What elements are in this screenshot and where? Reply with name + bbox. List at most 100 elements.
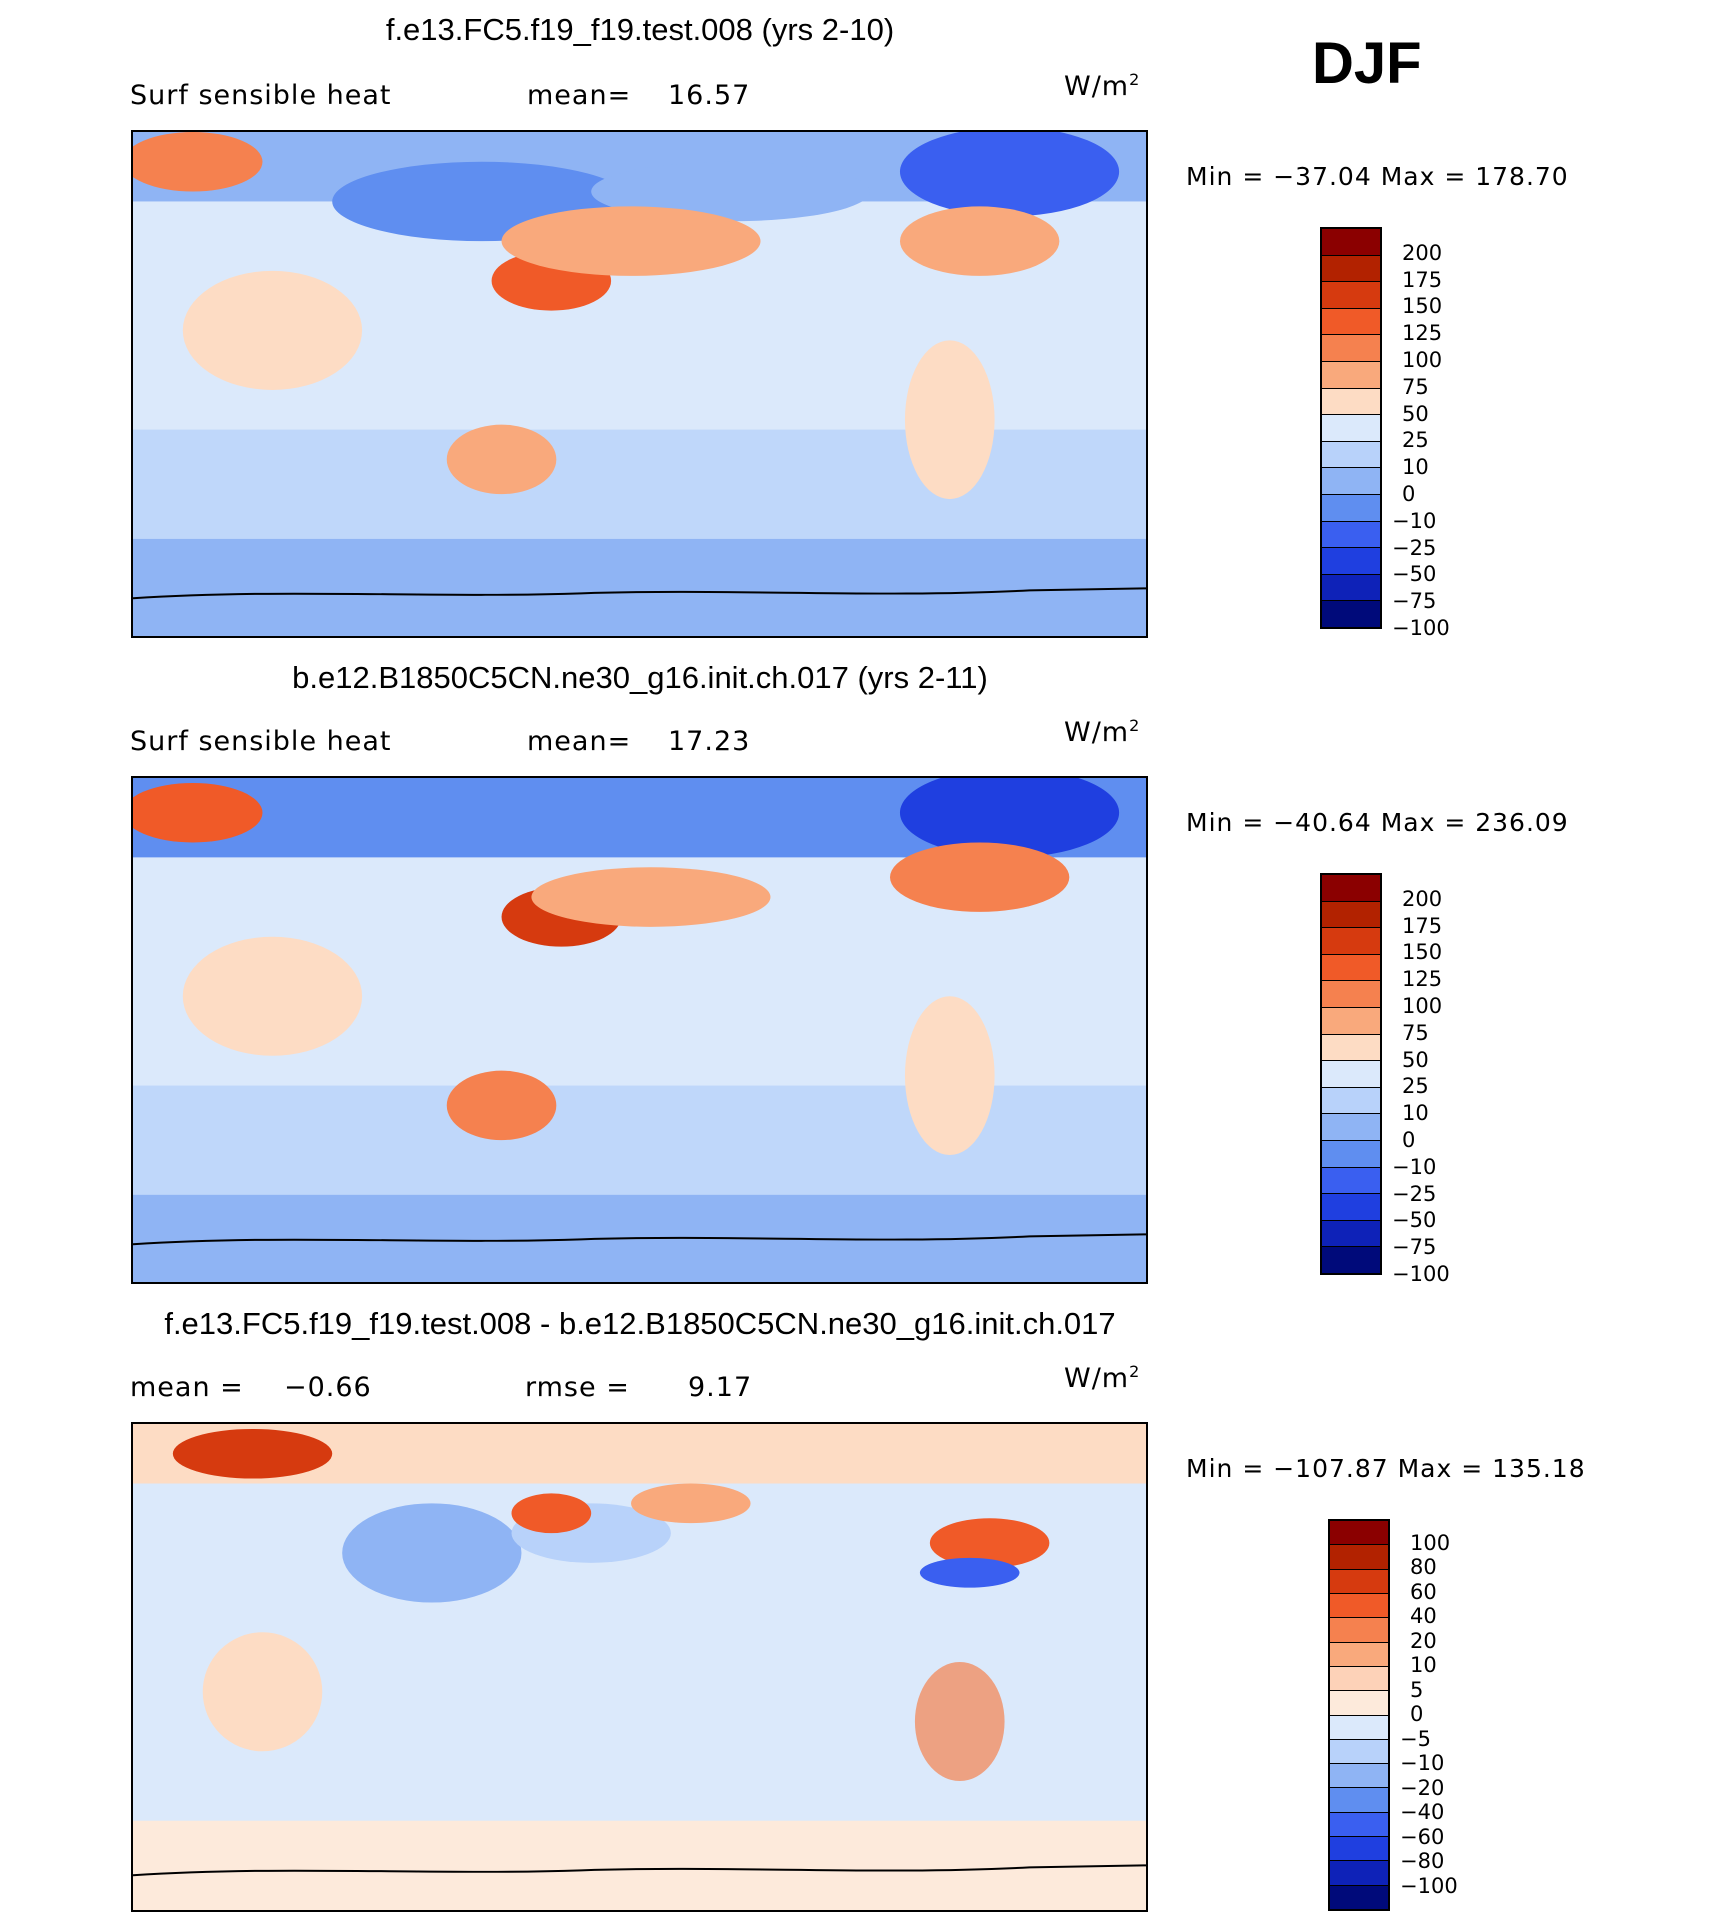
panel2-title: b.e12.B1850C5CN.ne30_g16.init.ch.017 (yr…	[292, 660, 988, 695]
colorbar-tick-label: 175	[1402, 913, 1443, 938]
asia-cold-area	[342, 1503, 522, 1603]
season-label: DJF	[1312, 31, 1422, 96]
south-america-warm-area	[914, 1662, 1005, 1782]
panel1-colorbar	[1320, 227, 1382, 629]
panel1-colorbar-labels: 200 175 150 125 100 75 50 25 10 0 −10 −25 −50 −75 −100	[1392, 227, 1492, 638]
colorbar-swatch	[1322, 388, 1380, 416]
colorbar-tick-label: −10	[1392, 1154, 1437, 1179]
colorbar-tick-label: −60	[1400, 1824, 1445, 1849]
colorbar-swatch	[1330, 1521, 1388, 1546]
panel3-mean-value: −0.66	[284, 1372, 372, 1403]
colorbar-swatch	[1322, 981, 1380, 1008]
colorbar-swatch	[1330, 1545, 1388, 1570]
southern-ocean-band	[133, 1820, 1146, 1910]
colorbar-tick-label: 75	[1402, 374, 1429, 399]
south-america-warm-area	[904, 996, 995, 1156]
alaska-cold-area	[591, 161, 871, 222]
colorbar-swatch	[1322, 468, 1380, 495]
australia-warm-area	[446, 424, 557, 495]
panel2-mean-label: mean=	[527, 726, 632, 757]
europe-warm-area	[133, 132, 263, 192]
colorbar-tick-label: 10	[1402, 1101, 1429, 1126]
colorbar-tick-label: 60	[1410, 1579, 1437, 1604]
colorbar-tick-label: 100	[1402, 348, 1443, 372]
panel2-variable-label: Surf sensible heat	[130, 726, 392, 757]
colorbar-swatch	[1322, 1247, 1380, 1273]
colorbar-swatch	[1322, 1194, 1380, 1221]
colorbar-swatch	[1322, 928, 1380, 955]
panel3-minmax: Min = −107.87 Max = 135.18	[1186, 1454, 1586, 1483]
colorbar-swatch	[1330, 1739, 1388, 1765]
colorbar-tick-label: 125	[1402, 321, 1443, 346]
colorbar-swatch	[1322, 1061, 1380, 1088]
panel1-title: f.e13.FC5.f19_f19.test.008 (yrs 2-10)	[385, 12, 895, 47]
colorbar-tick-label: 50	[1402, 401, 1429, 426]
gulf-stream-warm-area	[899, 206, 1060, 276]
panel3-rmse-label: rmse =	[525, 1372, 630, 1403]
panel2-colorbar	[1320, 873, 1382, 1275]
antarctica-coastline	[133, 1864, 1146, 1877]
south-america-warm-area	[904, 340, 995, 500]
alaska-warm-area	[631, 1483, 751, 1524]
colorbar-tick-label: 40	[1410, 1604, 1437, 1628]
colorbar-tick-label: 150	[1402, 294, 1443, 319]
colorbar-tick-label: −75	[1392, 589, 1437, 614]
colorbar-tick-label: 100	[1402, 994, 1443, 1018]
north-pacific-warm-area	[501, 206, 761, 276]
colorbar-tick-label: −75	[1392, 1235, 1437, 1260]
colorbar-swatch	[1330, 1569, 1388, 1594]
panel3-unit: W/m2	[1064, 1362, 1141, 1394]
panel3-map-svg	[133, 1424, 1146, 1910]
colorbar-tick-label: −100	[1400, 1873, 1458, 1898]
colorbar-tick-label: −50	[1392, 1208, 1437, 1233]
colorbar-tick-label: 10	[1402, 455, 1429, 480]
colorbar-tick-label: −20	[1400, 1775, 1445, 1800]
panel2-mean-value: 17.23	[668, 726, 751, 757]
colorbar-swatch	[1330, 1812, 1388, 1838]
southern-midlat-band	[133, 1085, 1146, 1195]
colorbar-swatch	[1322, 954, 1380, 982]
panel2-map	[131, 776, 1148, 1284]
africa-warm-area	[182, 936, 363, 1056]
colorbar-swatch	[1322, 282, 1380, 309]
colorbar-tick-label: 200	[1402, 240, 1443, 265]
colorbar-tick-label: −100	[1392, 616, 1450, 640]
antarctica-coastline	[133, 1233, 1146, 1246]
colorbar-tick-label: −5	[1400, 1726, 1431, 1751]
colorbar-swatch	[1322, 901, 1380, 929]
panel3-rmse-value: 9.17	[688, 1372, 753, 1403]
colorbar-swatch	[1322, 548, 1380, 575]
panel2-minmax: Min = −40.64 Max = 236.09	[1186, 808, 1569, 837]
panel1-map-svg	[133, 132, 1146, 636]
colorbar-swatch	[1322, 1034, 1380, 1062]
gulf-stream-warm-area	[890, 842, 1070, 912]
colorbar-swatch	[1322, 229, 1380, 256]
colorbar-tick-label: −80	[1400, 1849, 1445, 1873]
colorbar-tick-label: 0	[1402, 1128, 1416, 1152]
panel3-colorbar	[1328, 1519, 1390, 1911]
colorbar-swatch	[1322, 494, 1380, 522]
southern-ocean-band	[133, 538, 1146, 636]
gulf-stream-cold-area	[919, 1557, 1020, 1588]
colorbar-tick-label: −10	[1400, 1751, 1445, 1775]
panel1-mean-value: 16.57	[668, 80, 751, 111]
panel1-minmax: Min = −37.04 Max = 178.70	[1186, 162, 1569, 191]
panel2-map-svg	[133, 778, 1146, 1282]
antarctica-coastline	[133, 587, 1146, 600]
colorbar-swatch	[1322, 1220, 1380, 1248]
colorbar-swatch	[1322, 521, 1380, 549]
colorbar-tick-label: −50	[1392, 562, 1437, 587]
colorbar-swatch	[1322, 441, 1380, 469]
colorbar-tick-label: 20	[1410, 1628, 1437, 1653]
japan-warm-area	[511, 1493, 592, 1534]
europe-warm-area	[133, 782, 263, 843]
gulf-stream-warm-area	[929, 1518, 1050, 1568]
colorbar-tick-label: 25	[1402, 428, 1429, 453]
colorbar-tick-label: −100	[1392, 1262, 1450, 1286]
colorbar-swatch	[1322, 335, 1380, 362]
colorbar-tick-label: 0	[1410, 1702, 1424, 1726]
panel1-map	[131, 130, 1148, 638]
colorbar-swatch	[1330, 1691, 1388, 1716]
colorbar-swatch	[1322, 875, 1380, 902]
